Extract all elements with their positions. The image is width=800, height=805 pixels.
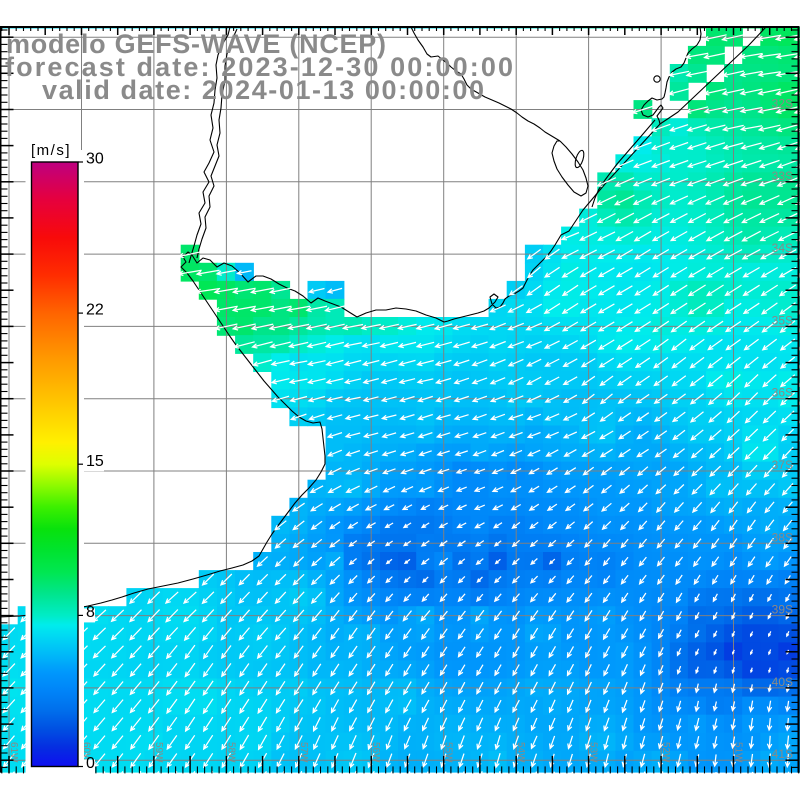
svg-text:38S: 38S [772,530,793,544]
svg-text:40S: 40S [772,675,793,689]
svg-text:15: 15 [86,453,104,470]
svg-text:valid date: 2024-01-13 00:00:0: valid date: 2024-01-13 00:00:00 [42,75,484,105]
svg-text:37S: 37S [772,458,793,472]
svg-text:8: 8 [86,604,95,621]
svg-text:0: 0 [86,755,95,772]
svg-text:34S: 34S [772,241,793,255]
svg-text:32S: 32S [772,97,793,111]
svg-text:39S: 39S [772,603,793,617]
svg-text:35S: 35S [772,313,793,327]
svg-text:[m/s]: [m/s] [31,142,71,159]
svg-text:33S: 33S [772,169,793,183]
svg-text:22: 22 [86,302,104,319]
svg-text:36S: 36S [772,386,793,400]
svg-text:30: 30 [86,151,104,168]
svg-text:41S: 41S [772,747,793,761]
